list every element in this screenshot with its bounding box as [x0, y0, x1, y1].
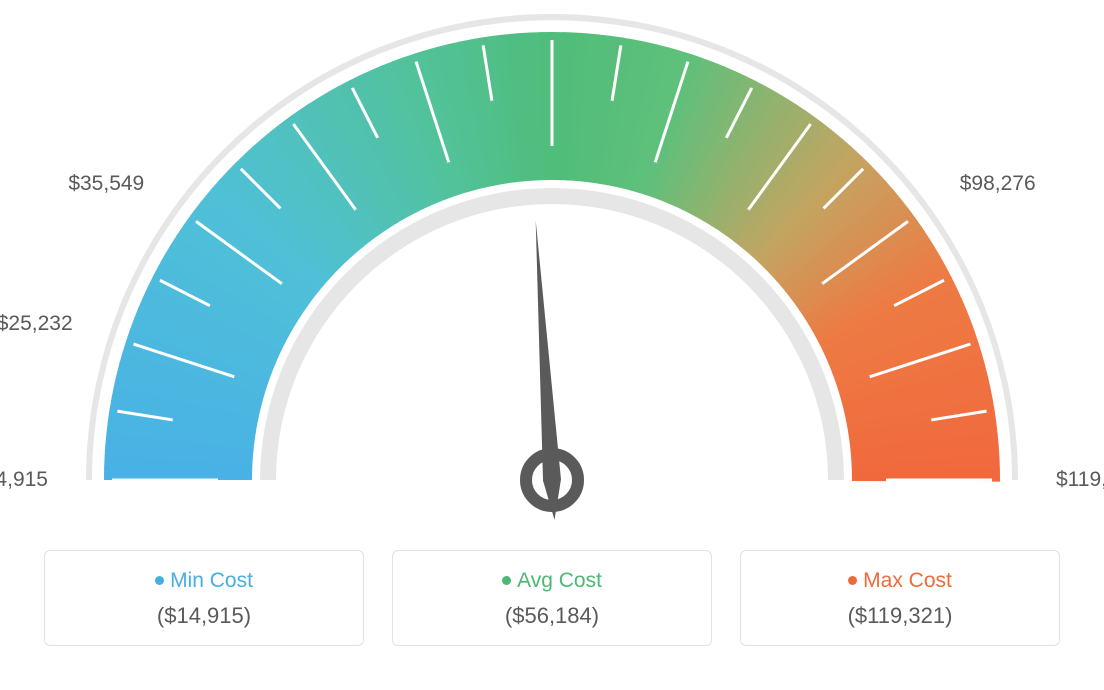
- dot-icon: [155, 576, 164, 585]
- gauge-scale-label: $35,549: [68, 172, 144, 196]
- legend-value-avg: ($56,184): [403, 603, 701, 629]
- gauge-scale-label: $98,276: [960, 172, 1036, 196]
- gauge-scale-label: $56,184: [358, 0, 434, 1]
- legend-title-max: Max Cost: [751, 569, 1049, 593]
- legend-value-min: ($14,915): [55, 603, 353, 629]
- gauge-scale-label: $77,230: [670, 0, 746, 1]
- legend-label: Max Cost: [863, 569, 952, 592]
- gauge-scale-label: $25,232: [0, 312, 73, 336]
- dot-icon: [502, 576, 511, 585]
- legend-label: Min Cost: [170, 569, 253, 592]
- legend-row: Min Cost ($14,915) Avg Cost ($56,184) Ma…: [0, 550, 1104, 646]
- legend-card-min: Min Cost ($14,915): [44, 550, 364, 646]
- dot-icon: [848, 576, 857, 585]
- legend-label: Avg Cost: [517, 569, 602, 592]
- legend-title-min: Min Cost: [55, 569, 353, 593]
- legend-card-avg: Avg Cost ($56,184): [392, 550, 712, 646]
- legend-title-avg: Avg Cost: [403, 569, 701, 593]
- gauge-chart: $14,915 $25,232 $35,549 $56,184 $77,230 $98,2…: [0, 0, 1104, 560]
- legend-card-max: Max Cost ($119,321): [740, 550, 1060, 646]
- gauge-scale-label: $14,915: [0, 468, 48, 492]
- gauge-scale-label: $119,321: [1056, 468, 1104, 492]
- legend-value-max: ($119,321): [751, 603, 1049, 629]
- gauge-svg: [0, 0, 1104, 560]
